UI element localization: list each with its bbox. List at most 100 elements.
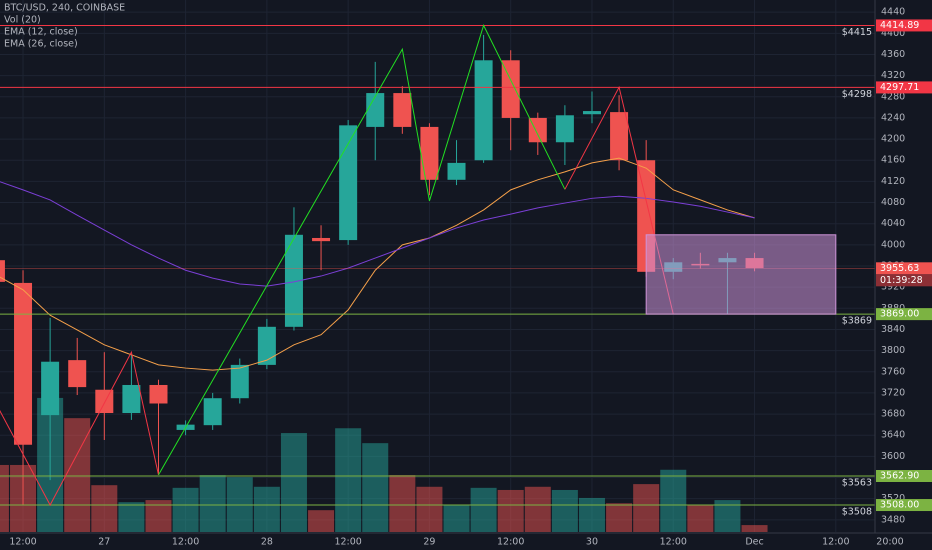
- ema-label: EMA (26, close): [4, 39, 78, 50]
- y-tick-label: 4120: [881, 176, 905, 187]
- volume-bar: [0, 464, 9, 532]
- x-tick-label: 27: [98, 537, 110, 548]
- candle-body: [68, 360, 87, 388]
- x-tick-label: 12:00: [334, 537, 361, 548]
- y-tick-label: 3840: [881, 324, 905, 335]
- candle-body: [582, 111, 601, 115]
- candle-body: [230, 364, 249, 399]
- last-price-tag: [876, 262, 932, 275]
- y-tick-label: 4320: [881, 70, 905, 81]
- candle-body: [95, 389, 114, 414]
- countdown-tag: [876, 274, 932, 287]
- candle-body: [312, 237, 331, 242]
- y-tick-label: 3800: [881, 345, 905, 356]
- price-tag: [876, 81, 932, 94]
- y-tick-label: 3720: [881, 387, 905, 398]
- price-tag-label: 4414.89: [880, 20, 919, 31]
- volume-bar: [660, 469, 687, 532]
- y-tick-label: 4240: [881, 112, 905, 123]
- level-label: $4298: [842, 89, 872, 100]
- y-tick-label: 3640: [881, 430, 905, 441]
- volume-bar: [416, 486, 443, 532]
- candle-body: [0, 260, 5, 282]
- x-tick-label: 12:00: [9, 537, 36, 548]
- price-tag: [876, 308, 932, 321]
- x-tick-label: Dec: [745, 537, 763, 548]
- volume-bar: [118, 502, 145, 532]
- price-tag: [876, 19, 932, 32]
- volume-bar: [687, 504, 714, 532]
- y-tick-label: 4400: [881, 28, 905, 39]
- volume-bar: [335, 428, 362, 532]
- x-tick-label: 12:00: [822, 537, 849, 548]
- y-tick-label: 4440: [881, 7, 905, 18]
- range-box: [645, 234, 837, 315]
- price-tag: [876, 469, 932, 482]
- volume-bar: [524, 486, 551, 532]
- candle-body: [41, 361, 60, 416]
- zigzag-line: [0, 350, 159, 507]
- ema-line: [0, 157, 755, 371]
- volume-bar: [606, 503, 633, 532]
- y-tick-label: 4160: [881, 155, 905, 166]
- volume-bar: [389, 475, 416, 532]
- candle-body: [14, 282, 33, 445]
- candle-body: [528, 117, 547, 143]
- x-tick-label: 12:00: [660, 537, 687, 548]
- volume-bar: [172, 487, 199, 532]
- x-tick-label: 12:00: [497, 537, 524, 548]
- candle-body: [203, 398, 222, 426]
- volume-bar: [91, 485, 118, 532]
- price-tag-label: 4297.71: [880, 82, 919, 93]
- ema-label: EMA (12, close): [4, 27, 78, 38]
- candle-body: [447, 162, 466, 180]
- level-label: $3563: [842, 477, 872, 488]
- y-tick-label: 4280: [881, 91, 905, 102]
- candle-body: [501, 60, 520, 118]
- x-tick-label: 29: [423, 537, 435, 548]
- y-tick-label: 3680: [881, 409, 905, 420]
- y-tick-label: 3760: [881, 366, 905, 377]
- y-tick-label: 4000: [881, 239, 905, 250]
- symbol-title: BTC/USD, 240, COINBASE: [4, 3, 125, 14]
- overlays: $4415 $4298 $3869 $3563 $3508: [0, 24, 875, 518]
- y-tick-label: 3920: [881, 282, 905, 293]
- x-tick-label: 28: [261, 537, 273, 548]
- candle-body: [610, 112, 629, 161]
- price-tag-label: 3869.00: [880, 309, 919, 320]
- candle-body: [420, 126, 439, 180]
- candle-body: [149, 384, 168, 404]
- y-tick-label: 4040: [881, 218, 905, 229]
- x-tick-label: 20:00: [876, 537, 903, 548]
- countdown-label: 01:39:28: [880, 275, 923, 286]
- zigzag-line: [158, 24, 566, 476]
- candle-body: [366, 93, 385, 127]
- level-label: $4415: [842, 27, 872, 38]
- y-tick-label: 3600: [881, 451, 905, 462]
- volume-bar: [280, 433, 307, 532]
- candle-body: [474, 60, 493, 161]
- candle-body: [284, 234, 303, 327]
- volume-bar: [741, 525, 768, 532]
- volume-label: Vol (20): [4, 15, 41, 26]
- volume-bar: [253, 486, 280, 532]
- candle-body: [555, 115, 574, 143]
- volume-bar: [362, 443, 389, 532]
- price-tag: [876, 499, 932, 512]
- y-tick-label: 4360: [881, 49, 905, 60]
- volume-bar: [633, 484, 660, 532]
- price-tag-label: 3508.00: [880, 500, 919, 511]
- candle-body: [339, 125, 358, 241]
- volume-bar: [64, 418, 91, 532]
- level-label: $3869: [842, 316, 872, 327]
- y-tick-label: 4080: [881, 197, 905, 208]
- last-price-label: 3955.63: [880, 263, 919, 274]
- volume: [0, 397, 768, 532]
- volume-bar: [443, 504, 470, 532]
- volume-bar: [308, 510, 335, 532]
- candle-body: [257, 326, 276, 365]
- candle-body: [122, 384, 141, 414]
- volume-bar: [578, 497, 605, 532]
- axes: 3480352035603600364036803720376038003840…: [9, 7, 932, 548]
